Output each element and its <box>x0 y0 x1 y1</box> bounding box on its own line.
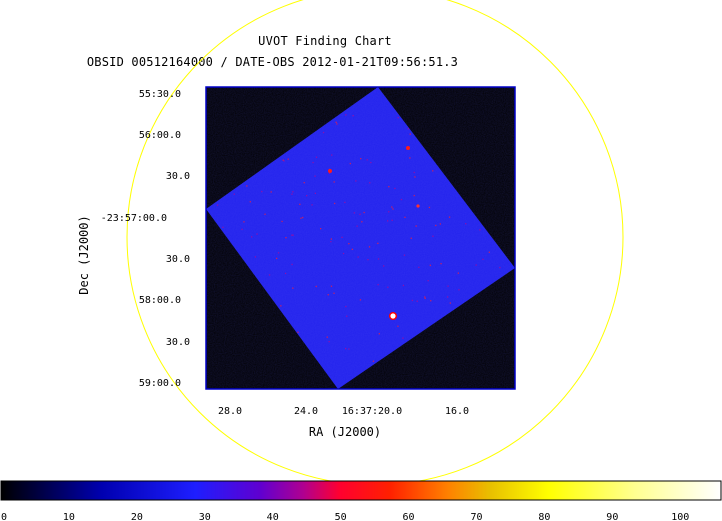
y-tick-label: 30.0 <box>166 254 190 265</box>
colorbar-tick-label: 60 <box>403 512 415 521</box>
colorbar-gradient <box>0 480 722 501</box>
colorbar-tick-label: 30 <box>199 512 211 521</box>
source-point <box>328 169 332 173</box>
y-tick-label: 59:00.0 <box>139 378 181 389</box>
colorbar: 0 10 20 30 40 50 60 70 80 90 100 <box>0 480 722 521</box>
x-axis-label: RA (J2000) <box>309 425 381 439</box>
noise-speckles <box>216 114 501 362</box>
y-axis-label: Dec (J2000) <box>77 215 91 294</box>
y-tick-label: 30.0 <box>166 337 190 348</box>
image-panel <box>205 86 516 390</box>
x-tick-label: 24.0 <box>294 406 318 417</box>
colorbar-tick-label: 0 <box>1 512 7 521</box>
colorbar-tick-label: 50 <box>335 512 347 521</box>
colorbar-tick-label: 90 <box>606 512 618 521</box>
y-tick-label: 55:30.0 <box>139 89 181 100</box>
y-tick-label: 58:00.0 <box>139 295 181 306</box>
colorbar-tick-label: 100 <box>671 512 689 521</box>
x-tick-label: 28.0 <box>218 406 242 417</box>
x-tick-label: 16:37:20.0 <box>342 406 402 417</box>
source-point <box>406 146 410 150</box>
chart-title: UVOT Finding Chart <box>258 34 392 48</box>
colorbar-ticks: 0 10 20 30 40 50 60 70 80 90 100 <box>1 512 689 521</box>
colorbar-tick-label: 20 <box>131 512 143 521</box>
image-frame <box>205 86 516 390</box>
y-tick-label: -23:57:00.0 <box>101 213 167 224</box>
colorbar-tick-label: 80 <box>538 512 550 521</box>
source-point-bright <box>390 313 396 319</box>
sources <box>328 146 420 320</box>
y-tick-label: 30.0 <box>166 171 190 182</box>
chart-subtitle: OBSID 00512164000 / DATE-OBS 2012-01-21T… <box>86 55 459 69</box>
source-point <box>416 204 420 208</box>
colorbar-tick-label: 10 <box>63 512 75 521</box>
colorbar-tick-label: 40 <box>267 512 279 521</box>
y-tick-label: 56:00.0 <box>139 130 181 141</box>
colorbar-tick-label: 70 <box>470 512 482 521</box>
x-tick-label: 16.0 <box>445 406 469 417</box>
